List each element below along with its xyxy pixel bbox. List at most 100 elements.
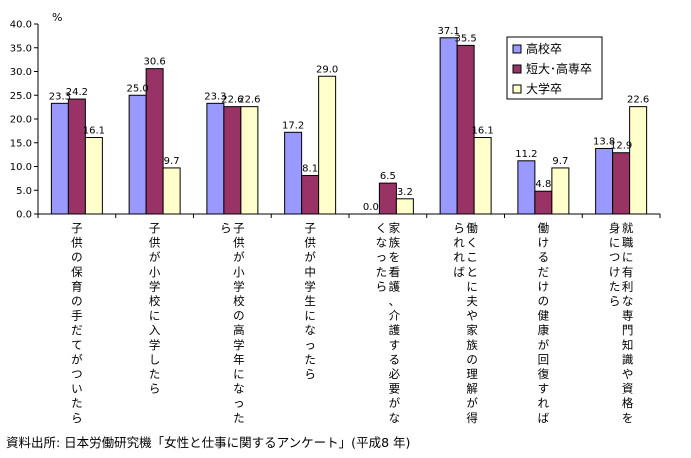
category-label-char: け <box>538 279 550 293</box>
category-label-char: な <box>376 236 388 250</box>
data-labels: 23.324.216.125.030.69.723.322.622.617.28… <box>49 26 650 213</box>
bar <box>240 106 259 215</box>
category-label-char: 就 <box>622 221 634 235</box>
category-label-char: が <box>71 352 83 366</box>
data-label: 6.5 <box>380 171 396 182</box>
category-label-char: た <box>376 265 388 279</box>
category-label-char: の <box>71 294 83 308</box>
category-label-char: 理 <box>466 367 478 381</box>
category-label-char: 身 <box>609 221 621 235</box>
category-label-char: 知 <box>622 338 634 352</box>
category-label-char: 必 <box>389 367 401 381</box>
category-label-char: だ <box>71 323 83 337</box>
bar <box>162 167 181 215</box>
category-label-char: ら <box>376 279 388 293</box>
y-tick-label: 30.0 <box>10 67 32 78</box>
category-label-char: た <box>609 279 621 293</box>
bar <box>473 137 492 215</box>
category-label-char: に <box>609 236 621 250</box>
y-tick-label: 0.0 <box>16 210 32 221</box>
category-label-char: 利 <box>622 279 634 293</box>
bar <box>206 102 225 215</box>
category-label-char: 解 <box>466 382 478 396</box>
bar <box>301 175 320 215</box>
data-label: 23.3 <box>204 91 226 102</box>
category-label-char: れ <box>453 236 465 250</box>
category-label-char: な <box>622 294 634 308</box>
y-tick-label: 15.0 <box>10 138 32 149</box>
category-labels: 子供の保育の手だてがついたら子供が小学校に入学したら子供が小学校の高学年になった… <box>71 221 634 425</box>
bar <box>612 152 631 215</box>
category-label-char: 族 <box>389 236 401 250</box>
legend-box <box>506 36 603 100</box>
bar <box>534 190 553 215</box>
category-label-char: 入 <box>149 323 161 337</box>
category-label-char: 供 <box>71 236 83 250</box>
category-label-char: 得 <box>466 411 478 425</box>
category-label-char: つ <box>609 250 621 264</box>
category-label-char: し <box>149 352 161 366</box>
category-label-char: な <box>389 411 401 425</box>
category-label-char: の <box>233 309 245 323</box>
category-label-char: た <box>304 352 316 366</box>
category-label-char: の <box>71 250 83 264</box>
legend-label: 短大･高専卒 <box>526 61 592 76</box>
category-label-char: に <box>466 279 478 293</box>
category-label-char: 働 <box>538 221 550 235</box>
category-label-char: に <box>622 250 634 264</box>
category-label-char: る <box>389 352 401 366</box>
category-label-char: れ <box>538 396 550 410</box>
category-label-char: 子 <box>233 221 245 235</box>
category-label-char: 康 <box>538 323 550 337</box>
category-label-char: い <box>71 382 83 396</box>
category-label-char: 小 <box>233 265 245 279</box>
y-unit-label: % <box>52 11 62 24</box>
category-label-char: の <box>466 352 478 366</box>
y-tick-label: 20.0 <box>10 115 32 126</box>
data-label: 17.2 <box>282 120 304 131</box>
y-tick-label: 25.0 <box>10 91 32 102</box>
category-label-char: 供 <box>149 236 161 250</box>
category-label-char: 護 <box>389 279 401 293</box>
legend-swatch <box>512 64 522 74</box>
bar <box>145 68 164 215</box>
category-label-char: 生 <box>304 294 316 308</box>
category-label-char: や <box>466 309 478 323</box>
data-label: 16.1 <box>83 126 105 137</box>
y-tick-label: 10.0 <box>10 162 32 173</box>
category-label-char: く <box>376 221 388 235</box>
bar <box>223 106 242 215</box>
category-label-char: け <box>538 236 550 250</box>
bar <box>439 37 458 215</box>
data-label: 4.8 <box>535 179 551 190</box>
category-label-char: を <box>622 411 634 425</box>
data-label: 22.6 <box>221 95 243 106</box>
category-label-char: っ <box>304 338 316 352</box>
category-label-char: が <box>304 250 316 264</box>
category-label-char: 門 <box>622 323 634 337</box>
y-tick-label: 35.0 <box>10 43 32 54</box>
data-label: 3.2 <box>397 187 413 198</box>
data-label: 11.2 <box>515 149 537 160</box>
category-label-char: 回 <box>538 352 550 366</box>
data-label: 9.7 <box>164 156 180 167</box>
category-label-char: 夫 <box>466 294 478 308</box>
category-label-char: に <box>149 309 161 323</box>
category-label-char: だ <box>538 265 550 279</box>
data-label: 13.8 <box>593 136 615 147</box>
category-label-char: ば <box>538 411 550 425</box>
category-label-char: が <box>466 396 478 410</box>
category-label-char: 格 <box>622 396 634 410</box>
category-label-char: な <box>304 323 316 337</box>
category-label-char: 保 <box>71 265 83 279</box>
bar <box>50 102 69 215</box>
source-note: 資料出所: 日本労働研究機「女性と仕事に関するアンケート」(平成8 年) <box>6 435 411 450</box>
category-label-char: 手 <box>71 309 83 323</box>
category-label-char: ら <box>71 411 83 425</box>
category-label-char: 働 <box>466 221 478 235</box>
bar-chart: 0.05.010.015.020.025.030.035.040.0 23.32… <box>10 11 661 425</box>
bar <box>378 182 397 215</box>
